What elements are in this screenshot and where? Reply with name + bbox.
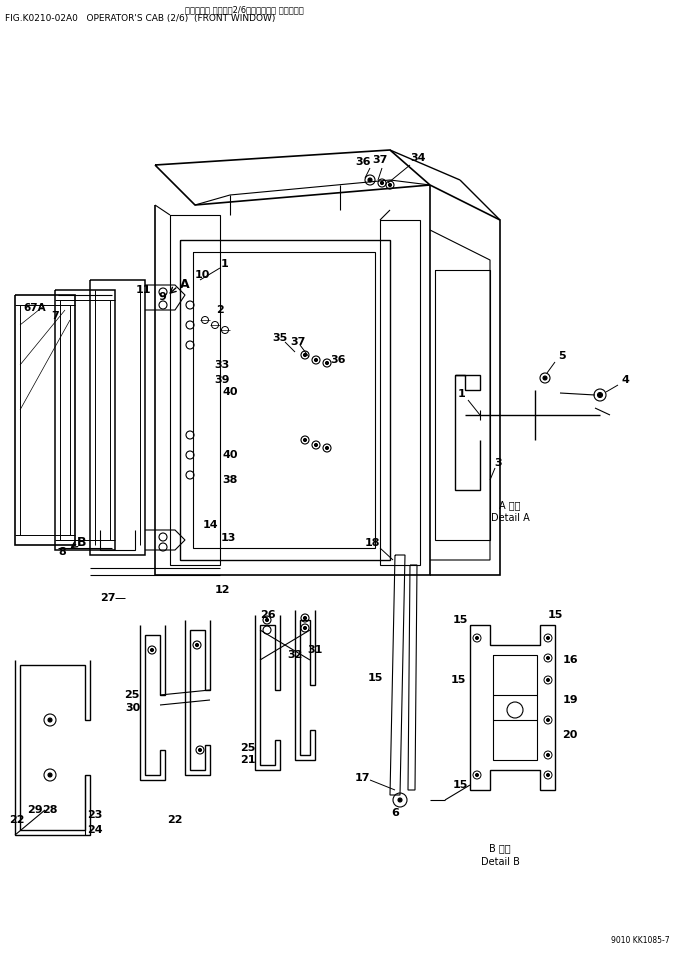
Text: FIG.K0210-02A0   OPERATOR'S CAB (2/6)  (FRONT WINDOW): FIG.K0210-02A0 OPERATOR'S CAB (2/6) (FRO… bbox=[5, 14, 276, 23]
Text: 14: 14 bbox=[202, 520, 218, 530]
Text: 7: 7 bbox=[51, 311, 59, 321]
Text: B 詳細: B 詳細 bbox=[489, 843, 511, 853]
Text: 34: 34 bbox=[410, 153, 426, 163]
Text: 19: 19 bbox=[562, 695, 577, 705]
Text: 25: 25 bbox=[240, 743, 256, 753]
Circle shape bbox=[315, 443, 318, 447]
Text: 1: 1 bbox=[221, 259, 229, 269]
Circle shape bbox=[48, 718, 52, 722]
Circle shape bbox=[398, 798, 402, 802]
Text: 67A: 67A bbox=[24, 303, 46, 313]
Text: 16: 16 bbox=[562, 655, 577, 665]
Text: 6: 6 bbox=[391, 808, 399, 818]
Text: 12: 12 bbox=[214, 585, 230, 595]
Text: 11: 11 bbox=[135, 285, 151, 295]
Text: 15: 15 bbox=[450, 675, 466, 685]
Circle shape bbox=[380, 181, 383, 184]
Text: 30: 30 bbox=[125, 703, 141, 713]
Circle shape bbox=[48, 773, 52, 777]
Circle shape bbox=[368, 178, 372, 182]
Circle shape bbox=[196, 644, 198, 647]
Text: 22: 22 bbox=[9, 815, 25, 825]
Circle shape bbox=[598, 393, 603, 397]
Text: 18: 18 bbox=[364, 538, 380, 548]
Circle shape bbox=[546, 774, 550, 776]
Circle shape bbox=[198, 749, 202, 752]
Text: 8: 8 bbox=[58, 547, 66, 557]
Text: A: A bbox=[180, 279, 190, 291]
Text: 23: 23 bbox=[87, 810, 103, 820]
Text: 25: 25 bbox=[125, 690, 139, 700]
Text: 40: 40 bbox=[222, 450, 238, 460]
Text: A 詳細: A 詳細 bbox=[499, 500, 521, 510]
Circle shape bbox=[303, 617, 307, 620]
Text: 4: 4 bbox=[621, 375, 629, 385]
Text: 20: 20 bbox=[563, 730, 577, 740]
Text: 32: 32 bbox=[287, 650, 303, 660]
Text: 35: 35 bbox=[272, 333, 288, 343]
Circle shape bbox=[303, 438, 307, 441]
Text: オペレータ キャブ（2/6）（フロント ウインド）: オペレータ キャブ（2/6）（フロント ウインド） bbox=[185, 5, 304, 14]
Circle shape bbox=[150, 648, 154, 651]
Text: 36: 36 bbox=[355, 157, 371, 167]
Circle shape bbox=[265, 619, 269, 622]
Text: 38: 38 bbox=[222, 475, 238, 485]
Text: 26: 26 bbox=[260, 610, 276, 620]
Text: Detail B: Detail B bbox=[481, 857, 519, 867]
Text: 15: 15 bbox=[452, 780, 468, 790]
Circle shape bbox=[315, 358, 318, 362]
Text: 37: 37 bbox=[372, 155, 388, 165]
Circle shape bbox=[546, 753, 550, 756]
Circle shape bbox=[475, 774, 479, 776]
Text: B: B bbox=[77, 537, 87, 549]
Text: 10: 10 bbox=[194, 270, 210, 280]
Circle shape bbox=[326, 447, 328, 450]
Text: 27: 27 bbox=[100, 593, 116, 603]
Text: 22: 22 bbox=[167, 815, 183, 825]
Text: 13: 13 bbox=[220, 533, 236, 543]
Text: 36: 36 bbox=[330, 355, 346, 365]
Circle shape bbox=[546, 678, 550, 682]
Text: 31: 31 bbox=[307, 645, 323, 655]
Text: 33: 33 bbox=[215, 360, 230, 370]
Circle shape bbox=[475, 636, 479, 640]
Text: 5: 5 bbox=[559, 351, 566, 361]
Text: 1: 1 bbox=[458, 389, 466, 399]
Text: 3: 3 bbox=[494, 458, 502, 468]
Text: 15: 15 bbox=[547, 610, 563, 620]
Text: 15: 15 bbox=[368, 673, 383, 683]
Text: 24: 24 bbox=[87, 825, 103, 835]
Circle shape bbox=[326, 362, 328, 365]
Text: 37: 37 bbox=[290, 337, 306, 347]
Text: 28: 28 bbox=[42, 805, 58, 815]
Text: 2: 2 bbox=[216, 305, 224, 315]
Circle shape bbox=[546, 718, 550, 721]
Text: 17: 17 bbox=[354, 773, 370, 783]
Text: 9010 KK1085-7: 9010 KK1085-7 bbox=[611, 936, 670, 945]
Circle shape bbox=[303, 626, 307, 629]
Text: Detail A: Detail A bbox=[491, 513, 529, 523]
Text: 15: 15 bbox=[452, 615, 468, 625]
Circle shape bbox=[389, 183, 391, 186]
Circle shape bbox=[546, 656, 550, 660]
Text: 39: 39 bbox=[214, 375, 230, 385]
Text: 21: 21 bbox=[240, 755, 256, 765]
Text: 9: 9 bbox=[158, 292, 166, 302]
Text: 29: 29 bbox=[27, 805, 43, 815]
Circle shape bbox=[303, 353, 307, 356]
Circle shape bbox=[543, 376, 547, 380]
Circle shape bbox=[546, 636, 550, 640]
Text: 40: 40 bbox=[222, 387, 238, 397]
